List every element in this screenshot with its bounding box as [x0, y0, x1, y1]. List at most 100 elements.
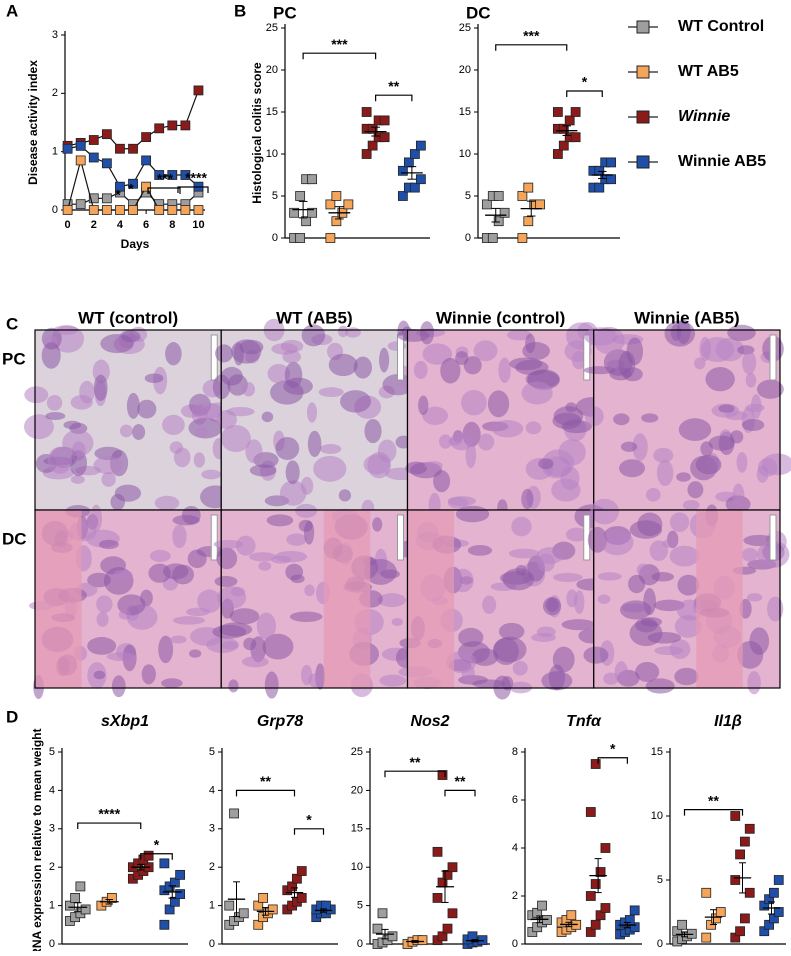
panel-label: D — [6, 707, 18, 726]
data-point — [159, 858, 170, 869]
crypt — [736, 452, 748, 473]
crypt — [114, 484, 142, 502]
crypt — [98, 539, 119, 550]
crypt — [695, 454, 722, 475]
data-point — [62, 143, 73, 154]
crypt — [216, 547, 238, 570]
crypt — [24, 386, 49, 404]
data-point — [585, 807, 596, 817]
significance-label: ** — [260, 773, 271, 789]
data-point — [175, 889, 186, 899]
data-point — [295, 233, 306, 243]
significance-bracket — [495, 44, 568, 51]
crypt — [195, 426, 208, 438]
data-point — [558, 140, 569, 151]
crypt — [319, 444, 342, 454]
y-tick-label: 15 — [459, 106, 471, 118]
crypt — [271, 343, 298, 355]
x-tick-label: 10 — [192, 219, 204, 231]
image-border — [593, 509, 781, 689]
crypt — [377, 593, 407, 608]
data-point — [437, 931, 448, 942]
data-point — [397, 165, 408, 176]
significance-bracket — [302, 52, 377, 60]
crypt — [502, 568, 535, 591]
y-tick-label: 0 — [272, 232, 278, 244]
y-tick-label: 5 — [465, 190, 471, 202]
crypt — [761, 453, 791, 476]
crypt — [674, 615, 702, 638]
significance-label: * — [610, 740, 616, 756]
y-tick-label: 3 — [209, 823, 215, 835]
data-point — [415, 174, 426, 185]
crypt — [600, 529, 634, 556]
crypt — [542, 449, 575, 477]
crypt — [536, 547, 564, 564]
crypt — [118, 609, 132, 620]
crypt — [593, 326, 625, 355]
crypt — [380, 569, 400, 579]
data-point — [447, 908, 458, 919]
legend-label: Winnie AB5 — [678, 153, 766, 170]
data-point — [331, 216, 342, 227]
x-tick-label: 8 — [169, 219, 175, 231]
data-point — [154, 123, 165, 134]
data-point — [88, 205, 99, 215]
significance-bracket — [597, 757, 628, 764]
legend-label: WT AB5 — [678, 63, 739, 80]
crypt — [565, 527, 588, 542]
y-tick-label: 25 — [266, 22, 278, 34]
crypt — [512, 660, 528, 676]
crypt — [620, 441, 638, 452]
panel-label: C — [6, 314, 18, 333]
data-point — [585, 891, 596, 901]
crypt — [372, 517, 383, 532]
crypt — [635, 661, 660, 682]
crypt — [618, 351, 636, 378]
crypt — [636, 563, 651, 576]
crypt — [121, 330, 141, 343]
crypt — [221, 641, 239, 650]
crypt — [141, 664, 156, 685]
histology-image — [583, 319, 791, 514]
crypt — [340, 390, 372, 413]
data-point — [75, 199, 86, 210]
crypt — [228, 679, 239, 693]
y-tick-label: 1 — [209, 900, 215, 912]
data-point — [180, 170, 191, 180]
data-point — [180, 120, 191, 131]
crypt — [515, 359, 549, 376]
data-point — [224, 900, 235, 911]
panel-label: B — [234, 1, 246, 20]
crypt — [284, 361, 303, 389]
crypt — [756, 379, 784, 399]
crypt — [165, 342, 182, 366]
data-point — [361, 107, 372, 117]
data-point — [307, 207, 318, 218]
data-point — [64, 900, 75, 911]
data-point — [141, 132, 152, 142]
crypt — [465, 442, 477, 469]
y-axis-label: mRNA expression relative to mean weight — [30, 729, 44, 951]
data-point — [624, 915, 635, 925]
crypt — [632, 433, 648, 461]
crypt — [746, 593, 763, 602]
crypt — [482, 595, 497, 614]
y-tick-label: 15 — [351, 823, 363, 835]
y-axis-label: Disease activity index — [26, 60, 40, 185]
crypt — [41, 342, 61, 369]
data-point — [238, 908, 249, 919]
data-point — [487, 233, 498, 243]
data-point — [377, 908, 388, 919]
data-point — [629, 905, 640, 916]
data-point — [367, 140, 378, 151]
data-point — [769, 887, 779, 898]
y-tick-label: 20 — [266, 64, 278, 76]
crypt — [364, 418, 382, 444]
crypt — [501, 676, 514, 691]
crypt — [440, 357, 461, 384]
crypt — [201, 469, 222, 480]
series-line — [67, 90, 200, 150]
crypt — [214, 575, 238, 587]
y-tick-label: 2 — [512, 890, 518, 902]
